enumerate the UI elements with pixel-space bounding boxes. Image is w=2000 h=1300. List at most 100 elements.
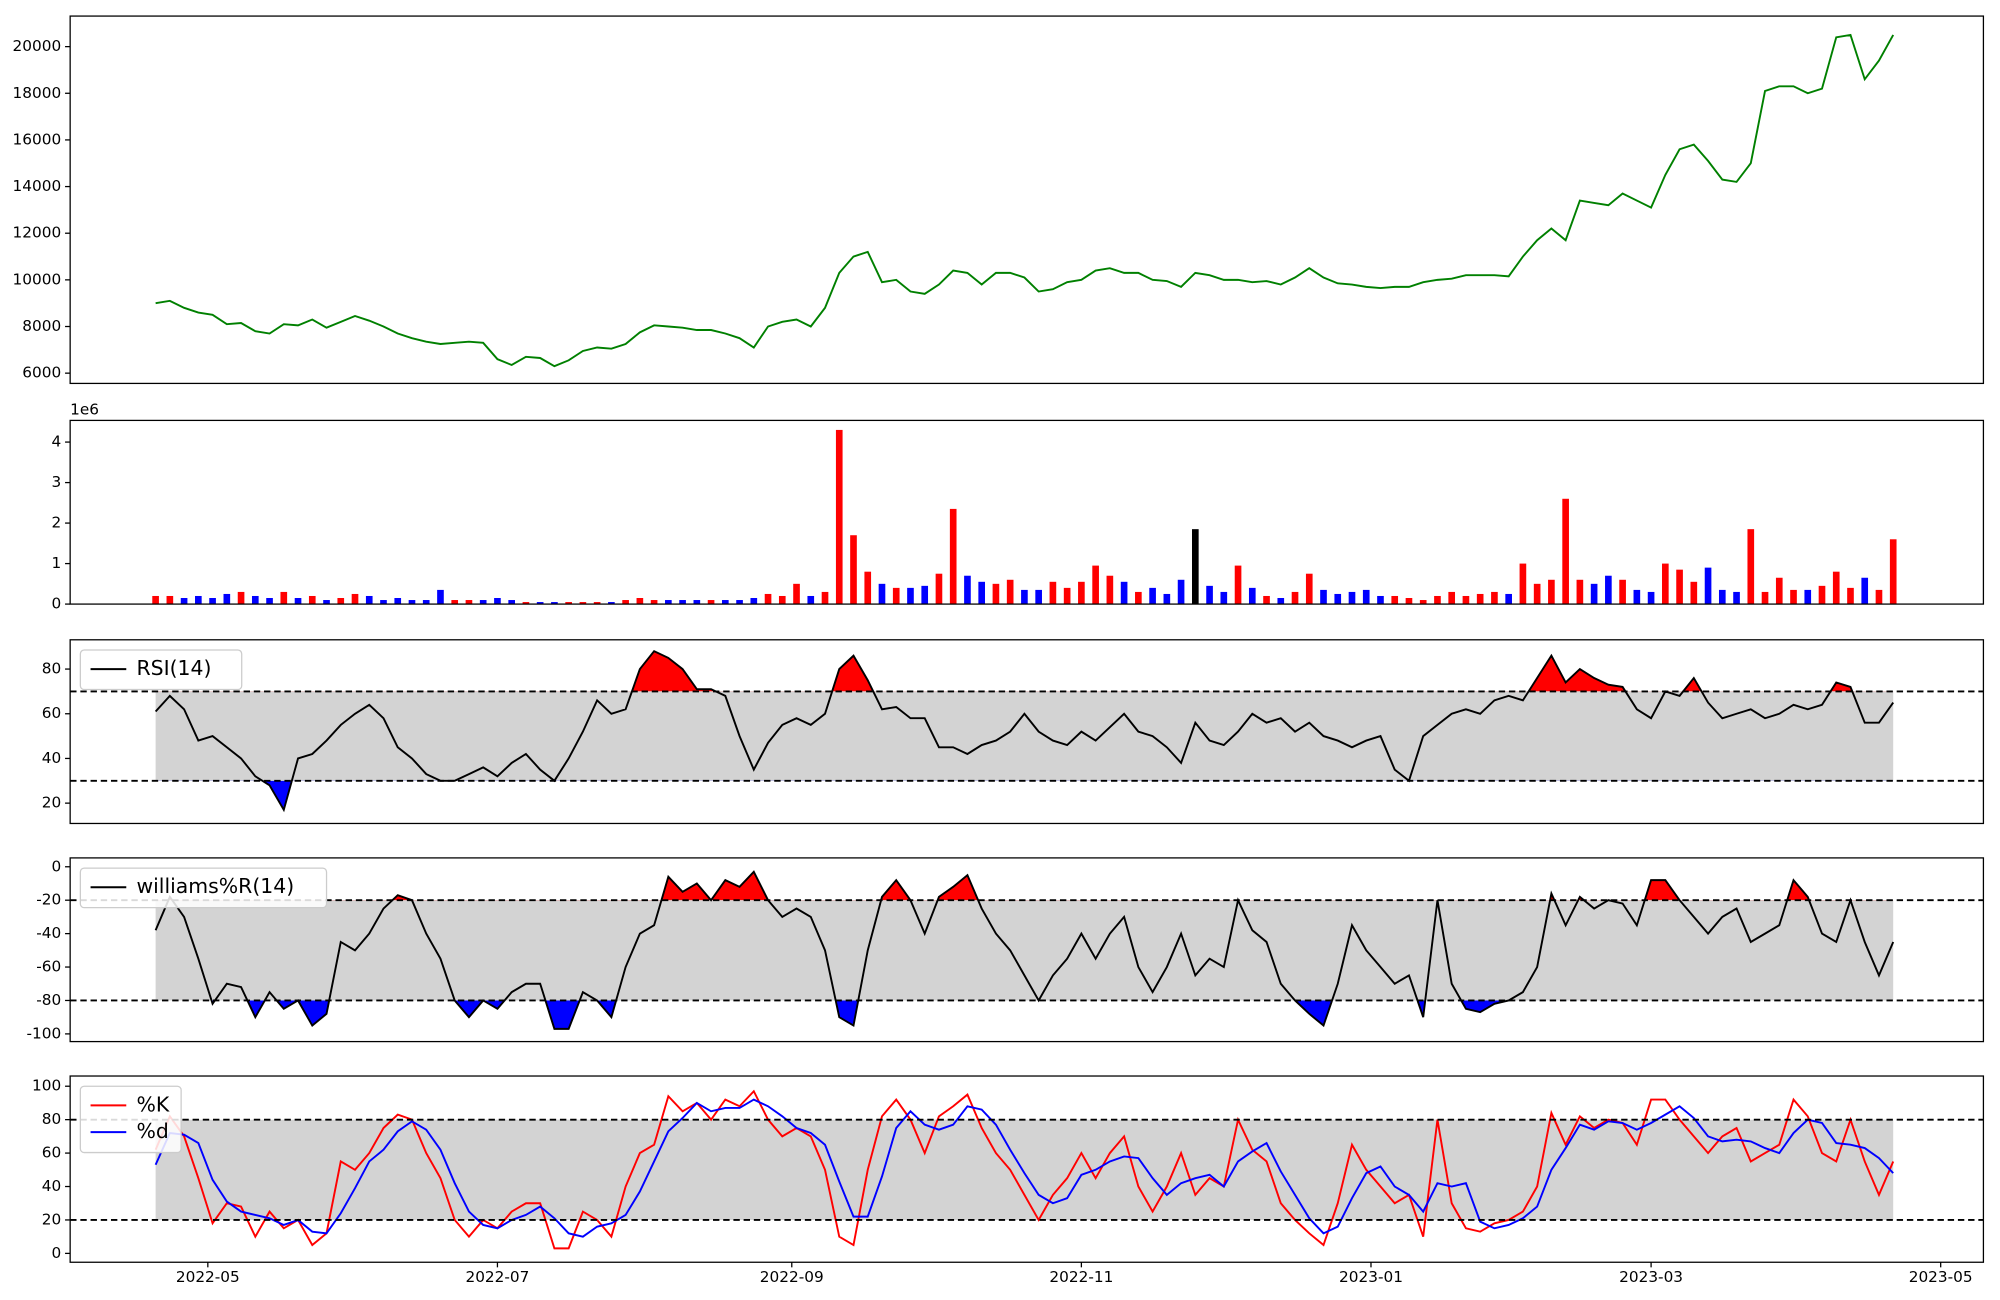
- volume-bar: [1633, 589, 1641, 605]
- volume-bar: [1462, 595, 1470, 605]
- volume-bar: [1761, 591, 1769, 605]
- legend-box: [79, 867, 328, 909]
- volume-bar: [964, 575, 971, 605]
- x-tick-label: 2022-09: [760, 1268, 824, 1286]
- y-tick-label: 80: [42, 1110, 61, 1128]
- volume-bar: [1832, 571, 1840, 605]
- volume-bar: [408, 600, 416, 605]
- volume-bar: [1889, 539, 1897, 605]
- volume-bar: [1747, 529, 1755, 605]
- volume-bar: [237, 591, 245, 605]
- volume-bar: [266, 598, 273, 605]
- volume-bar: [1149, 587, 1156, 605]
- volume-bar: [622, 600, 629, 605]
- volume-bar: [1676, 569, 1683, 605]
- y-tick-label: -80: [36, 991, 61, 1009]
- volume-bar: [778, 595, 786, 605]
- y-tick-label: 18000: [13, 84, 62, 102]
- x-tick-label: 2023-03: [1619, 1268, 1683, 1286]
- y-tick-label: 60: [42, 704, 61, 722]
- volume-bar: [579, 602, 587, 605]
- volume-bar: [1348, 591, 1356, 605]
- volume-bar: [195, 595, 202, 605]
- volume-bar: [1177, 579, 1185, 605]
- x-tick-label: 2023-05: [1909, 1268, 1973, 1286]
- y-tick-label: 80: [42, 660, 61, 678]
- volume-bar: [380, 600, 387, 605]
- legend-box: [79, 649, 243, 691]
- axis-offset-label: 1e6: [70, 401, 99, 419]
- volume-bar: [494, 598, 501, 605]
- volume-bar: [949, 508, 957, 605]
- volume-bar: [1576, 579, 1584, 605]
- volume-bar: [1078, 581, 1085, 605]
- indicator-line: [154, 1098, 1894, 1238]
- volume-bar: [323, 600, 330, 605]
- indicator-line: [154, 870, 1895, 1030]
- axes-frame: [69, 419, 1985, 605]
- volume-bar: [807, 595, 815, 605]
- volume-bar: [978, 581, 986, 605]
- volume-bar: [1120, 581, 1128, 605]
- volume-bar: [1790, 589, 1797, 605]
- y-tick-label: 16000: [13, 130, 62, 148]
- legend-label: williams%R(14): [136, 874, 294, 898]
- x-tick-label: 2022-05: [176, 1268, 240, 1286]
- volume-bar: [835, 429, 843, 605]
- volume-bar: [1605, 575, 1612, 605]
- volume-bar: [1305, 573, 1313, 605]
- volume-bar: [1106, 575, 1114, 605]
- axes-frame: [69, 15, 1985, 385]
- volume-bar: [351, 593, 359, 605]
- volume-bar: [209, 598, 216, 605]
- legend-label: %d: [136, 1119, 168, 1143]
- y-tick-label: 100: [32, 1077, 61, 1095]
- volume-bar: [608, 602, 615, 605]
- panel: 6000 8000 10000 12000 14000 16000 18000 20000: [13, 15, 1985, 385]
- volume-bar: [1192, 529, 1199, 605]
- price-line: [155, 33, 1895, 368]
- axes-frame: [69, 639, 1985, 825]
- volume-bar: [1847, 587, 1854, 605]
- axes-frame: [69, 857, 1985, 1043]
- volume-bar: [337, 598, 345, 605]
- axes-frame: [69, 1075, 1985, 1263]
- volume-bar: [693, 600, 701, 605]
- volume-bar: [1804, 589, 1812, 605]
- volume-bar: [1619, 579, 1626, 605]
- volume-bar: [1006, 579, 1014, 605]
- volume-bar: [1476, 593, 1484, 605]
- volume-bar: [1562, 498, 1569, 605]
- volume-bar: [1733, 591, 1740, 605]
- neutral-band: [155, 691, 1894, 781]
- volume-bar: [365, 595, 373, 605]
- volume-bar: [180, 598, 188, 605]
- volume-bar: [465, 600, 473, 605]
- volume-bar: [1234, 565, 1242, 605]
- volume-bar: [750, 598, 758, 605]
- volume-bar: [935, 573, 943, 605]
- volume-bar: [1220, 591, 1228, 605]
- volume-bar: [1448, 591, 1456, 605]
- volume-bar: [479, 600, 487, 605]
- y-tick-label: 20: [42, 794, 61, 812]
- volume-bar: [1063, 587, 1071, 605]
- volume-bar: [921, 585, 929, 605]
- volume-bar: [864, 571, 872, 605]
- volume-bar: [736, 600, 743, 605]
- volume-bar: [565, 602, 572, 605]
- y-tick-label: 40: [42, 749, 61, 767]
- volume-bar: [821, 591, 829, 605]
- legend-label: RSI(14): [136, 656, 211, 680]
- volume-bar: [166, 595, 174, 605]
- volume-bar: [1434, 595, 1441, 605]
- panel: %K %d 0 20 40 60 80 100 2022-05 2022-07 2022-09 202…: [32, 1075, 1985, 1286]
- y-tick-label: 14000: [13, 177, 62, 195]
- volume-bar: [508, 600, 515, 605]
- x-tick-label: 2022-07: [465, 1268, 529, 1286]
- y-tick-label: 60: [42, 1144, 61, 1162]
- y-tick-label: -60: [36, 958, 61, 976]
- volume-bar: [1334, 593, 1342, 605]
- legend-label: %K: [136, 1092, 169, 1116]
